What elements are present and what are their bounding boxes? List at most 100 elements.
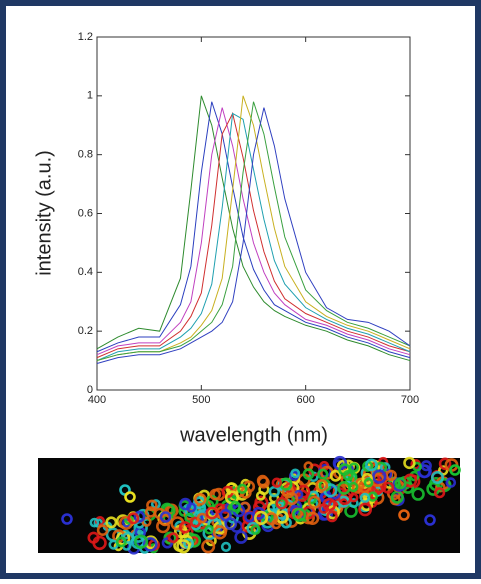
particle (254, 510, 269, 526)
particle (255, 490, 266, 501)
particle (430, 470, 444, 484)
y-tick-label: 1.2 (78, 31, 93, 43)
particle (424, 514, 436, 526)
x-tick-label: 400 (88, 394, 106, 406)
particle (275, 496, 289, 510)
particle (434, 487, 446, 499)
particle (411, 487, 425, 501)
particle (194, 492, 207, 506)
particle (87, 531, 100, 544)
particle (256, 474, 269, 487)
particle (61, 513, 73, 525)
particle (224, 517, 238, 531)
particle (143, 537, 158, 552)
particle (204, 524, 215, 535)
particle (361, 472, 373, 485)
particle (205, 506, 219, 520)
particle (237, 483, 248, 494)
series-line (96, 95, 411, 362)
particle (285, 492, 299, 506)
particle (94, 515, 106, 527)
particle (159, 511, 172, 523)
particle (389, 494, 401, 506)
particle (363, 477, 374, 488)
particle (250, 524, 261, 535)
particle (322, 497, 337, 512)
particle (96, 524, 109, 537)
particle (127, 512, 140, 525)
particle (196, 512, 208, 524)
particle (178, 521, 192, 534)
particle (89, 517, 100, 528)
particle (141, 516, 152, 527)
particle (290, 468, 301, 479)
particle (438, 457, 452, 471)
y-tick-label: 0.6 (78, 207, 93, 219)
x-tick-label: 700 (401, 394, 419, 406)
series-line (96, 112, 411, 359)
particle (417, 464, 432, 479)
series-line (96, 107, 411, 356)
particle (176, 539, 191, 554)
particle (394, 477, 407, 490)
series-line (96, 95, 411, 362)
particle (385, 469, 397, 482)
particle (348, 498, 359, 509)
particle (271, 477, 282, 488)
particle (326, 510, 338, 523)
y-tick-label: 0.4 (78, 266, 93, 278)
particle (305, 511, 320, 525)
particle (382, 481, 395, 494)
particle (372, 469, 387, 484)
x-tick-label: 500 (192, 394, 210, 406)
particle (146, 499, 158, 512)
particle (229, 500, 241, 513)
particle (115, 536, 127, 548)
y-tick-label: 0 (87, 384, 93, 396)
y-tick-label: 0.2 (78, 325, 93, 337)
particle (449, 464, 461, 476)
particle (134, 534, 149, 549)
particle (281, 485, 295, 499)
series-line (96, 107, 411, 365)
particle (209, 488, 222, 501)
micrograph-particles (61, 455, 461, 555)
particle (124, 491, 136, 503)
particle (398, 509, 410, 521)
particle (329, 469, 342, 482)
y-tick-label: 0.8 (78, 149, 93, 161)
particle (220, 541, 232, 553)
particle (358, 502, 372, 517)
particle (337, 490, 352, 505)
particle (302, 468, 315, 480)
particle (105, 516, 118, 529)
particle (201, 539, 216, 554)
particle (317, 468, 329, 480)
particle (403, 456, 416, 470)
y-axis-title: intensity (a.u.) (33, 150, 55, 276)
particle (212, 525, 227, 540)
x-axis-title: wavelength (nm) (179, 424, 328, 446)
series-line (96, 101, 411, 362)
particle (438, 465, 449, 476)
particle (337, 480, 351, 495)
particle (186, 502, 197, 513)
x-tick-label: 600 (296, 394, 314, 406)
particle (167, 532, 179, 544)
particle (315, 478, 329, 492)
particle (445, 477, 457, 488)
y-tick-label: 1 (87, 90, 93, 102)
particle (364, 458, 378, 472)
particle (214, 503, 225, 514)
series-line (96, 112, 411, 362)
series-line (96, 101, 411, 359)
particle (307, 495, 322, 509)
particle (234, 530, 248, 544)
particle (359, 492, 371, 504)
particle (338, 463, 351, 476)
particle (306, 494, 317, 505)
particle (292, 507, 307, 522)
particle (133, 510, 146, 523)
